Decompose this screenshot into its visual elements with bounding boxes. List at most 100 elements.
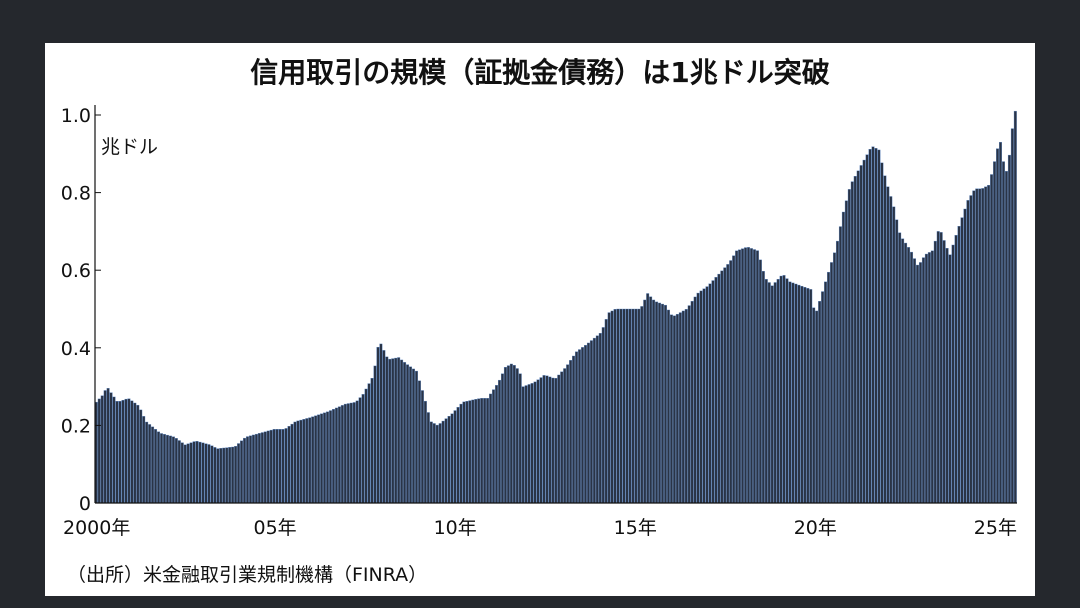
bar [148, 424, 152, 504]
bar [924, 253, 928, 504]
bar [293, 421, 297, 504]
bar [453, 410, 457, 504]
bar [225, 447, 229, 504]
bar [853, 176, 857, 504]
bar [951, 244, 955, 504]
bar [942, 240, 946, 504]
bar [337, 406, 341, 504]
bar [844, 200, 848, 504]
bar [735, 250, 739, 504]
bar [898, 232, 902, 504]
x-tick-label: 15年 [614, 517, 657, 539]
bar [254, 433, 258, 504]
bar [779, 275, 783, 504]
bar [459, 403, 463, 504]
bar [438, 423, 442, 504]
bar [598, 333, 602, 504]
bar [640, 306, 644, 504]
bar [752, 249, 756, 504]
bar [738, 249, 742, 504]
bar [305, 418, 309, 504]
bar [732, 255, 736, 504]
bar [764, 279, 768, 504]
bar [189, 442, 193, 504]
y-tick-label: 0.2 [61, 415, 91, 437]
bar [103, 390, 107, 504]
bar [916, 264, 919, 504]
bar [868, 149, 872, 504]
bar [331, 409, 335, 504]
bar [886, 186, 890, 504]
bar [355, 400, 359, 504]
bar [693, 296, 697, 504]
bar [420, 390, 424, 504]
bar [684, 309, 688, 504]
y-tick-label: 0.4 [61, 338, 91, 360]
bar [314, 415, 318, 504]
bar-chart: 0 0.2 0.4 0.6 0.8 1.0 2000年 05年 10年 15年 20年 25年 兆ド… [61, 105, 1017, 539]
bar [1010, 128, 1014, 504]
bar [865, 154, 869, 504]
bar [515, 368, 519, 504]
bar [112, 396, 116, 504]
bar [195, 441, 199, 504]
bar [495, 385, 498, 504]
bar [714, 277, 718, 504]
bar [234, 446, 238, 504]
bar [548, 376, 552, 504]
bar [913, 258, 916, 504]
bar [675, 313, 679, 504]
bar [154, 429, 158, 504]
bar [115, 401, 119, 504]
bar [969, 195, 973, 504]
bar [910, 251, 914, 504]
bar [281, 429, 285, 504]
bar [124, 398, 128, 504]
bar [791, 282, 795, 504]
bar [343, 403, 347, 504]
bar [435, 424, 439, 504]
bar [370, 378, 374, 504]
bar [999, 141, 1002, 504]
bar [652, 299, 656, 504]
bar [506, 365, 510, 504]
x-tick-label: 10年 [434, 517, 477, 539]
bar [601, 327, 605, 504]
bar [174, 438, 178, 504]
bar [871, 146, 875, 504]
bar [800, 285, 804, 504]
bar [136, 404, 140, 504]
bar [859, 165, 863, 504]
bar [773, 282, 777, 504]
bar [672, 315, 676, 504]
bar [838, 226, 842, 504]
bar [939, 232, 943, 504]
bar [403, 362, 407, 504]
bar [892, 206, 896, 504]
bar [121, 400, 125, 504]
bar [699, 290, 703, 504]
bar [346, 403, 350, 504]
bar [530, 383, 534, 504]
bar [415, 370, 418, 504]
bar [500, 373, 504, 504]
bar [619, 308, 623, 504]
bar [219, 448, 223, 504]
bar [447, 416, 451, 504]
bar [996, 148, 999, 504]
y-tick-label: 0 [79, 493, 91, 515]
bar [1013, 110, 1017, 504]
bar [987, 184, 991, 504]
bar [186, 443, 190, 504]
bar [1007, 154, 1011, 504]
bar [661, 303, 664, 504]
bar [948, 254, 952, 504]
bar [797, 284, 801, 504]
bar-series [94, 110, 1017, 504]
bar [367, 383, 371, 504]
bar [379, 343, 383, 504]
bar [527, 384, 531, 504]
bar [566, 364, 570, 504]
bar [833, 252, 836, 504]
bar [498, 379, 501, 504]
